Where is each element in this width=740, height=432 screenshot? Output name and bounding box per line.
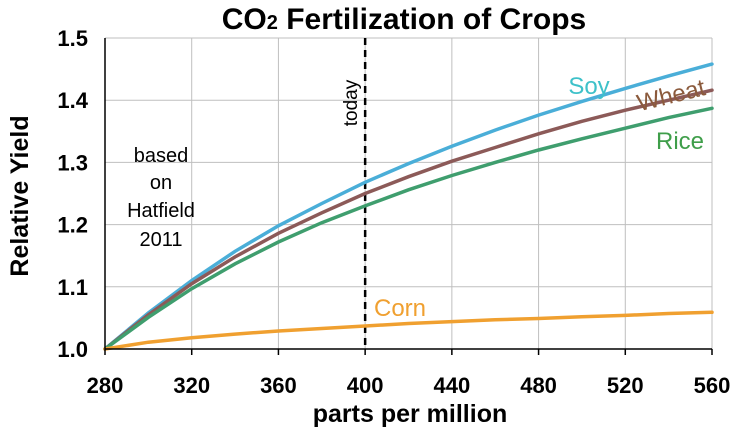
y-tick-label: 1.3: [57, 150, 88, 175]
source-note-line: on: [150, 172, 172, 194]
series-line-soy: [103, 62, 714, 351]
chart-title: CO2 Fertilization of Crops: [222, 3, 586, 36]
series-line-rice: [103, 106, 714, 351]
x-tick-label: 320: [173, 373, 210, 398]
series-label-soy: Soy: [568, 73, 609, 100]
source-note-line: Hatfield: [127, 200, 195, 222]
today-label: today: [341, 79, 362, 126]
series-lines: [103, 62, 714, 351]
y-tick-label: 1.0: [57, 337, 88, 362]
x-tick-label: 280: [87, 373, 124, 398]
series-line-corn: [103, 310, 714, 351]
axes: [104, 38, 713, 355]
series-label-corn: Corn: [374, 295, 426, 322]
y-tick-label: 1.1: [57, 275, 88, 300]
x-axis-label: parts per million: [313, 400, 507, 428]
series-label-rice: Rice: [656, 128, 704, 155]
x-tick-label: 560: [694, 373, 731, 398]
source-note-line: based: [134, 145, 189, 167]
tick-labels: 1.0 1.1 1.2 1.3 1.4 1.5 280 320 360 400 440 480 520 5…: [57, 26, 730, 398]
x-tick-label: 480: [520, 373, 557, 398]
source-note-line: 2011: [139, 229, 182, 251]
x-tick-label: 440: [433, 373, 470, 398]
series-line-wheat: [103, 88, 714, 351]
x-tick-label: 360: [260, 373, 297, 398]
y-tick-label: 1.4: [57, 88, 88, 113]
y-tick-label: 1.2: [57, 213, 88, 238]
x-tick-label: 520: [607, 373, 644, 398]
y-tick-label: 1.5: [57, 26, 88, 51]
source-note: based on Hatfield 2011: [127, 145, 195, 251]
today-marker: today: [341, 38, 367, 349]
x-tick-label: 400: [347, 373, 384, 398]
y-axis-label: Relative Yield: [6, 115, 34, 276]
